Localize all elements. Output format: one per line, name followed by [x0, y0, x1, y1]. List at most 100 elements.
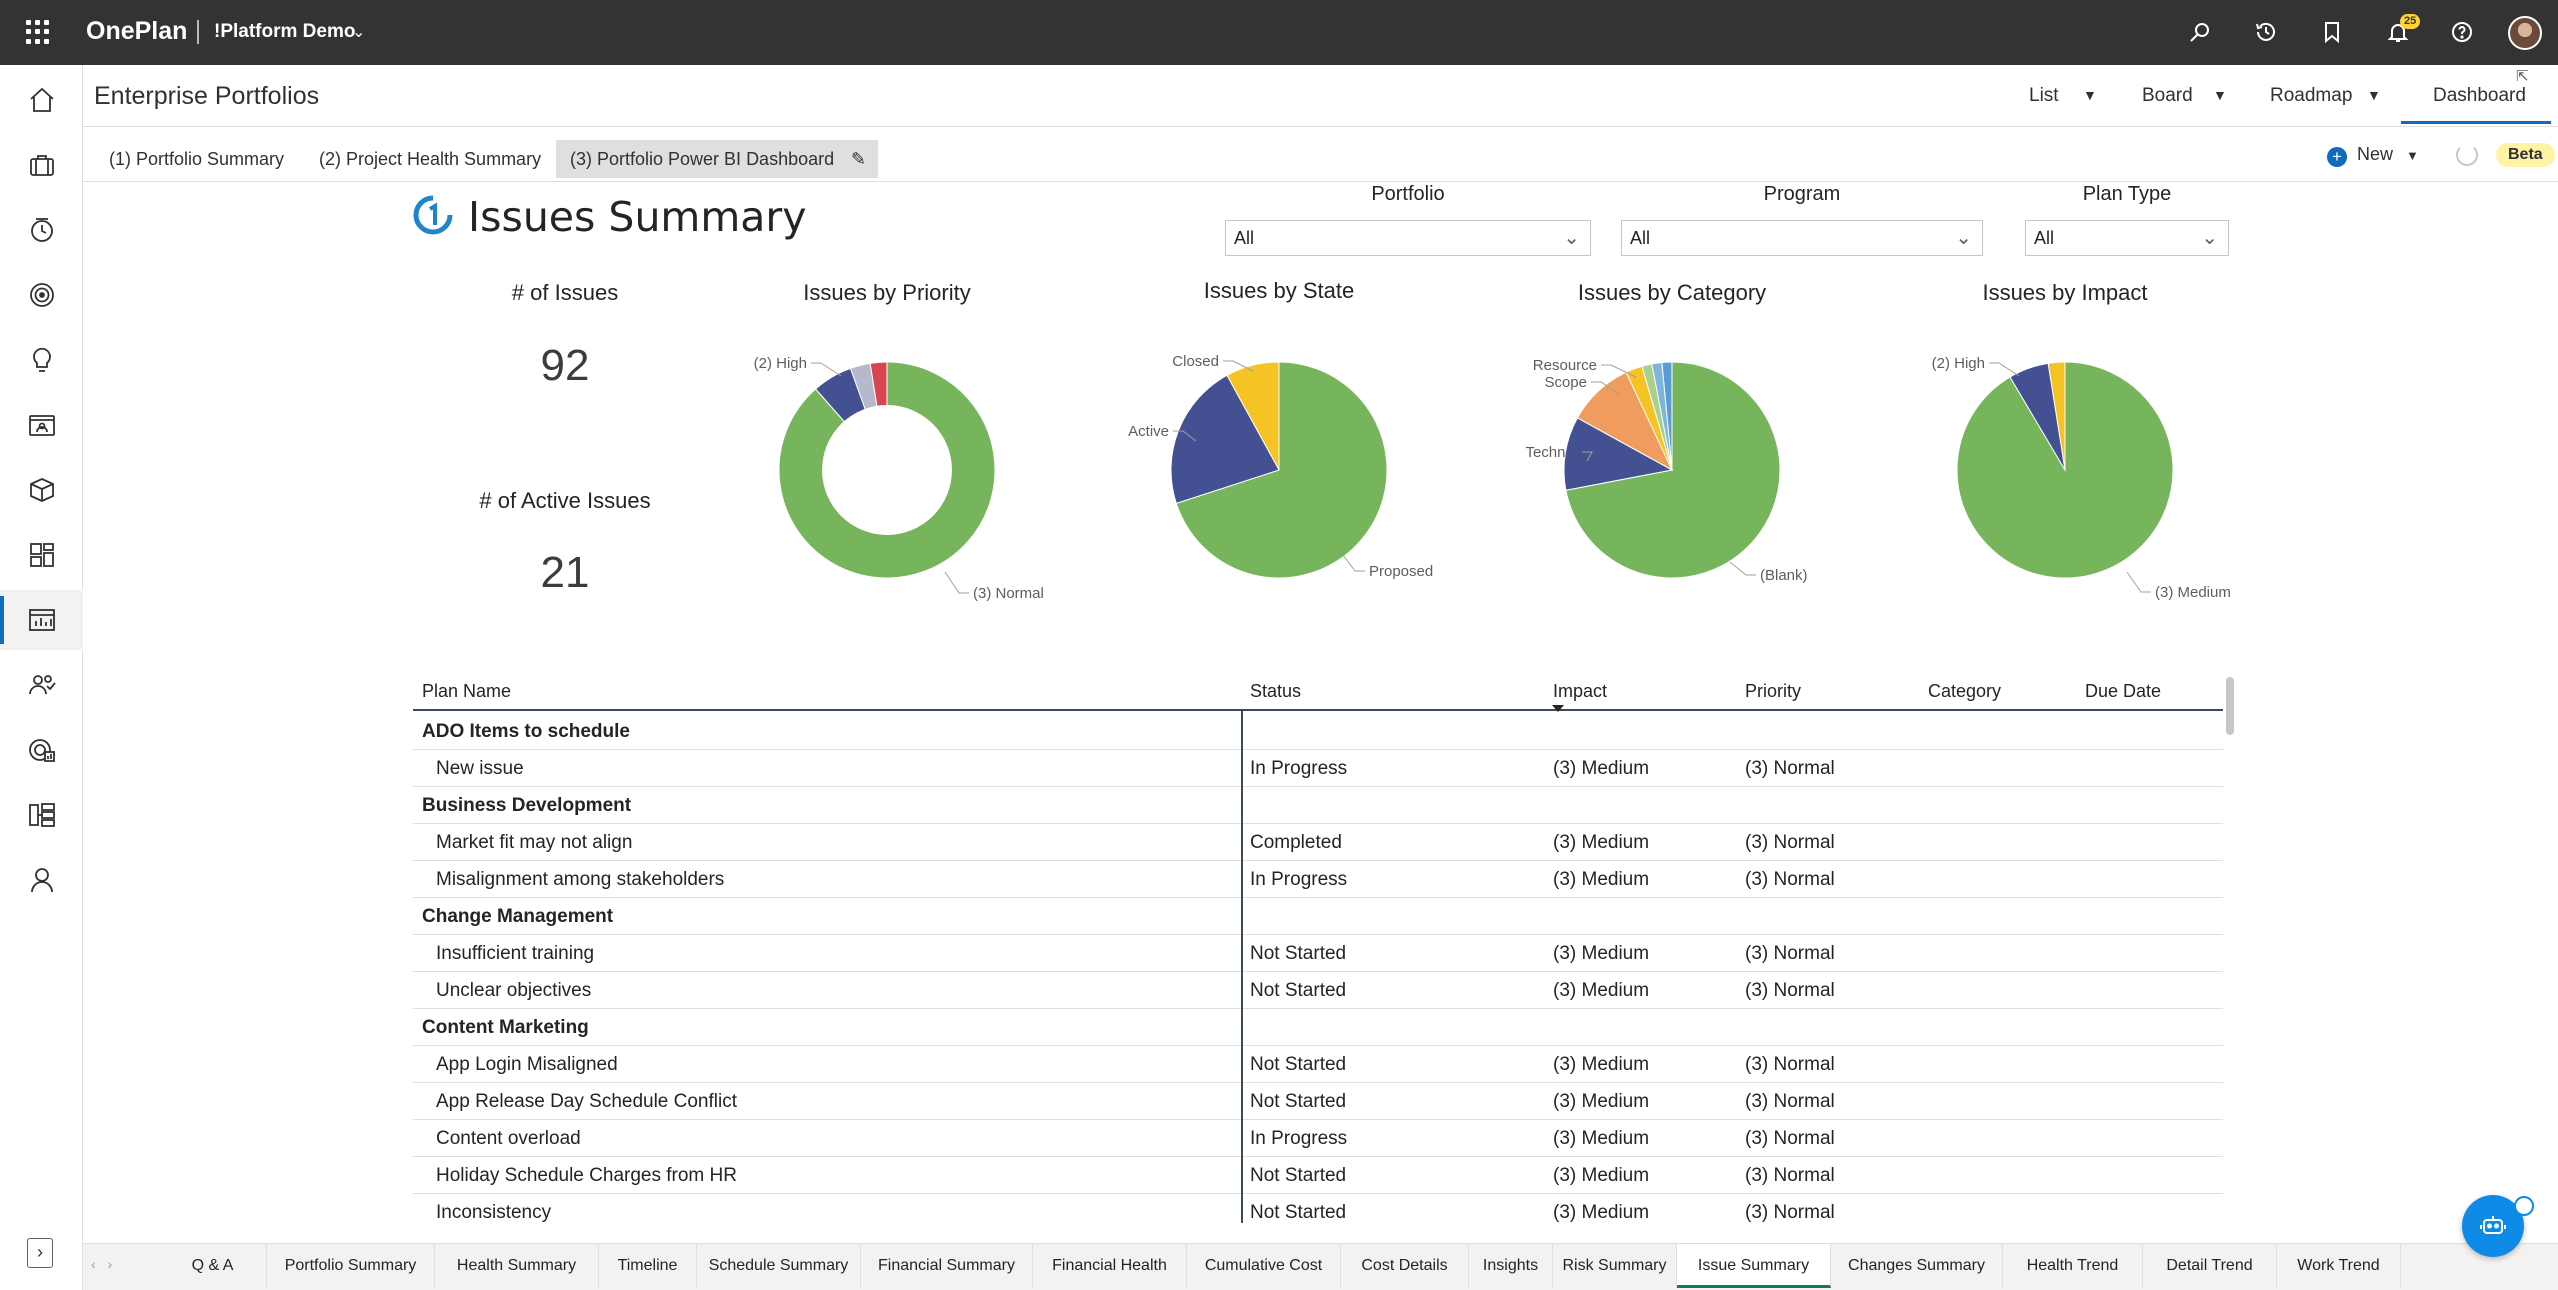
new-button[interactable]: + New ▼ — [2327, 144, 2419, 167]
page-tab-schedule-summary[interactable]: Schedule Summary — [697, 1244, 861, 1288]
column-header-priority[interactable]: Priority — [1745, 681, 1802, 701]
cell-status: In Progress — [1250, 869, 1348, 890]
bookmark-icon[interactable] — [2316, 16, 2348, 48]
bell-icon[interactable]: 25 — [2382, 14, 2421, 48]
avatar[interactable] — [2508, 16, 2542, 50]
plan-type-dropdown[interactable]: All ⌄ — [2025, 220, 2229, 256]
slicer-value: All — [1234, 228, 1255, 248]
table-row[interactable]: Insufficient training Not Started (3) Medi… — [413, 935, 2223, 972]
page-nav-arrows-icon[interactable]: ‹› — [91, 1256, 125, 1272]
table-group-row[interactable]: Change Management — [413, 898, 2223, 935]
table-group-row[interactable]: Content Marketing — [413, 1009, 2223, 1046]
table-group-row[interactable]: Business Development — [413, 787, 2223, 824]
column-header-plan-name[interactable]: Plan Name — [422, 681, 512, 701]
pie-slice[interactable] — [2009, 362, 2066, 471]
state-pie-chart[interactable]: Closed Active Proposed — [1128, 333, 1433, 633]
briefcase-icon[interactable] — [0, 135, 83, 195]
page-tab-risk-summary[interactable]: Risk Summary — [1553, 1244, 1677, 1288]
tab-portfolio-power-bi-dashboard[interactable]: (3) Portfolio Power BI Dashboard ✎ — [556, 140, 879, 178]
caret-down-icon[interactable]: ▼ — [2367, 87, 2381, 103]
history-icon[interactable] — [2250, 16, 2282, 48]
person-icon[interactable] — [0, 850, 83, 910]
table-row[interactable]: New issue In Progress (3) Medium (3) Normal — [413, 750, 2223, 787]
page-tab-cost-details[interactable]: Cost Details — [1341, 1244, 1469, 1288]
layout-icon[interactable] — [0, 525, 83, 585]
page-tab-health-summary[interactable]: Health Summary — [435, 1244, 599, 1288]
refresh-icon[interactable] — [2456, 144, 2478, 166]
impact-pie-chart[interactable]: (2) High (3) Medium — [1915, 333, 2231, 633]
view-tab-list[interactable]: List — [2029, 85, 2059, 106]
box-icon[interactable] — [0, 460, 83, 520]
table-row[interactable]: Content overload In Progress (3) Medium (3)… — [413, 1120, 2223, 1157]
chatbot-button[interactable] — [2462, 1195, 2524, 1257]
report-icon[interactable] — [0, 720, 83, 780]
history-icon[interactable] — [0, 200, 83, 260]
app-name[interactable]: OnePlan — [86, 17, 188, 45]
column-header-status[interactable]: Status — [1250, 681, 1302, 701]
view-tab-roadmap[interactable]: Roadmap — [2270, 85, 2353, 106]
view-tab-board[interactable]: Board — [2142, 85, 2193, 106]
column-header-due-date[interactable]: Due Date — [2085, 681, 2162, 701]
page-tab-portfolio-summary[interactable]: Portfolio Summary — [267, 1244, 435, 1288]
page-tab-timeline[interactable]: Timeline — [599, 1244, 697, 1288]
tab-project-health-summary[interactable]: (2) Project Health Summary — [319, 149, 542, 169]
page-tab-cumulative-cost[interactable]: Cumulative Cost — [1187, 1244, 1341, 1288]
column-header-category[interactable]: Category — [1928, 681, 2002, 701]
edit-icon[interactable]: ✎ — [851, 149, 867, 169]
priority-donut-chart[interactable]: (2) High (3) Normal — [737, 333, 1044, 633]
active-issues-value: 21 — [540, 548, 590, 597]
table-row[interactable]: Unclear objectives Not Started (3) Medium (… — [413, 972, 2223, 1009]
pie-slice[interactable] — [1175, 361, 1388, 579]
column-divider — [1241, 711, 1243, 1223]
page-tab-q-a[interactable]: Q & A — [159, 1244, 267, 1288]
app-launcher-icon[interactable] — [26, 20, 50, 44]
table-row[interactable]: Market fit may not align Completed (3) Med… — [413, 824, 2223, 861]
chevron-down-icon: ⌄ — [1563, 227, 1580, 249]
contact-card-icon[interactable] — [0, 395, 83, 455]
cell-priority: (3) Normal — [1745, 1202, 1835, 1223]
help-icon[interactable] — [2446, 16, 2478, 48]
table-scrollbar[interactable] — [2226, 677, 2234, 735]
page-tab-work-trend[interactable]: Work Trend — [2277, 1244, 2401, 1288]
page-tab-financial-summary[interactable]: Financial Summary — [861, 1244, 1033, 1288]
leader-line — [944, 571, 969, 594]
people-icon[interactable] — [0, 655, 83, 715]
caret-down-icon[interactable]: ▼ — [2213, 87, 2227, 103]
slicer-label: Portfolio — [1371, 183, 1445, 205]
program-dropdown[interactable]: All ⌄ — [1621, 220, 1983, 256]
workspace-selector[interactable]: !Platform Demo — [214, 21, 356, 42]
table-row[interactable]: App Login Misaligned Not Started (3) Mediu… — [413, 1046, 2223, 1083]
page-tab-financial-health[interactable]: Financial Health — [1033, 1244, 1187, 1288]
popout-icon[interactable]: ⇱ — [2516, 68, 2529, 85]
table-row[interactable]: Holiday Schedule Charges from HR Not Star… — [413, 1157, 2223, 1194]
table-row[interactable]: Inconsistency Not Started (3) Medium (3) No… — [413, 1194, 2223, 1223]
sort-descending-icon — [1552, 705, 1564, 712]
page-tab-changes-summary[interactable]: Changes Summary — [1831, 1244, 2003, 1288]
data-label: Scope — [1544, 374, 1587, 391]
dashboard-icon[interactable] — [0, 590, 83, 650]
table-row[interactable]: Misalignment among stakeholders In Progre… — [413, 861, 2223, 898]
target-icon[interactable] — [0, 265, 83, 325]
page-tab-detail-trend[interactable]: Detail Trend — [2143, 1244, 2277, 1288]
page-tab-issue-summary[interactable]: Issue Summary — [1677, 1244, 1831, 1288]
table-row[interactable]: App Release Day Schedule Conflict Not Sta… — [413, 1083, 2223, 1120]
table-group-row[interactable]: ADO Items to schedule — [413, 713, 2223, 750]
page-tab-health-trend[interactable]: Health Trend — [2003, 1244, 2143, 1288]
tab-portfolio-summary[interactable]: (1) Portfolio Summary — [109, 149, 285, 169]
data-label: Resource — [1533, 357, 1597, 374]
expand-nav-button[interactable]: › — [27, 1238, 53, 1268]
caret-down-icon[interactable]: ▼ — [2083, 87, 2097, 103]
lightbulb-icon[interactable] — [0, 330, 83, 390]
chevron-down-icon[interactable]: ⌄ — [352, 24, 366, 41]
power-icon[interactable] — [2514, 1196, 2534, 1216]
search-icon[interactable] — [2184, 16, 2216, 48]
portfolio-dropdown[interactable]: All ⌄ — [1225, 220, 1591, 256]
pie-slice[interactable] — [1170, 374, 1280, 505]
home-icon[interactable] — [0, 70, 83, 130]
hierarchy-icon[interactable] — [0, 785, 83, 845]
page-tab-insights[interactable]: Insights — [1469, 1244, 1553, 1288]
column-header-impact[interactable]: Impact — [1553, 681, 1608, 701]
pie-slice[interactable] — [1563, 417, 1674, 491]
view-tab-dashboard[interactable]: Dashboard — [2433, 85, 2526, 106]
